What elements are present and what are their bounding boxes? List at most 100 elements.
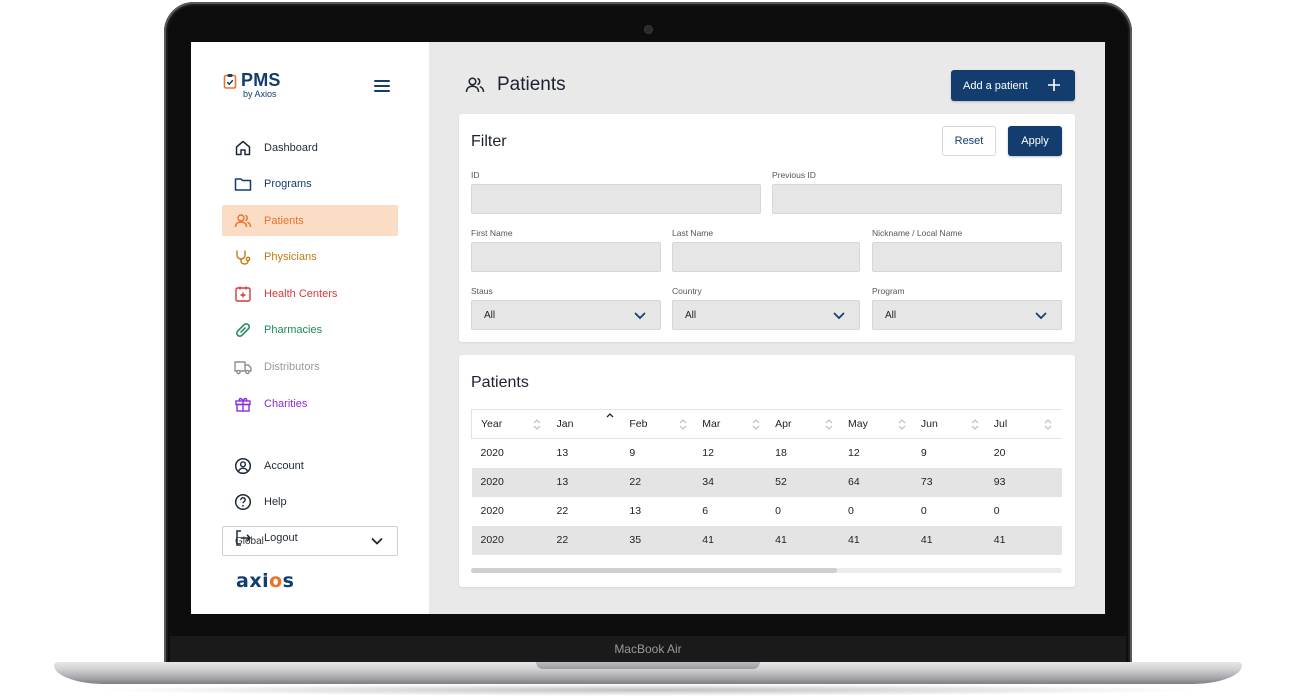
program-select[interactable]: All [872,300,1062,330]
table-cell: 2020 [480,447,504,460]
sidebar-item-programs[interactable]: Programs [222,169,398,200]
home-icon [234,139,252,157]
column-header-label: Mar [702,418,721,430]
logout-icon [234,529,252,547]
table-cell: 41 [702,534,714,546]
sort-icon[interactable] [679,418,687,431]
scrollbar-thumb[interactable] [471,568,837,573]
sidebar-item-account[interactable]: Account [222,450,398,481]
sidebar-item-label: Logout [264,532,298,544]
column-header-label: Feb [629,418,648,430]
table-cell: 2020 [480,505,504,517]
table-cell: 9 [629,447,636,460]
table-cell: 34 [702,476,714,488]
sidebar-item-label: Help [264,496,287,509]
global-select[interactable]: Global [222,526,398,556]
table-row[interactable]: 2020 22 13 6 0 0 0 0 0 [472,497,1063,526]
country-select[interactable]: All [672,300,860,330]
column-header-aug[interactable]: Aug [1058,410,1062,439]
table-cell: 64 [847,476,860,488]
table-row[interactable]: 2020 13 9 12 18 12 9 20 14 [472,439,1063,468]
column-header-year[interactable]: Year [472,410,548,439]
id-field[interactable] [471,184,761,214]
sidebar-item-label: Dashboard [264,141,318,154]
sort-icon[interactable] [898,418,906,431]
chevron-down-icon [371,537,383,545]
last-name-label: Last Name [672,228,714,238]
sidebar-nav: Dashboard Programs Patients Physicians [222,132,398,425]
table-scroll-area[interactable]: Year Jan Feb Mar Apr May Jun Jul Aug 2020 13 9 12 18… [471,409,1062,557]
filter-card: Filter Reset Apply ID Previous ID First … [459,114,1075,342]
column-header-may[interactable]: May [839,410,912,439]
table-cell: 22 [556,534,569,546]
sidebar-item-physicians[interactable]: Physicians [222,242,398,273]
table-cell: 2020 [480,476,504,488]
patients-table: Year Jan Feb Mar Apr May Jun Jul Aug 2020 13 9 12 18… [471,409,1062,555]
table-cell: 18 [775,447,787,460]
column-header-label: Year [481,418,503,430]
table-cell: 13 [556,447,569,460]
sidebar-item-help[interactable]: Help [222,487,398,518]
sidebar-item-distributors[interactable]: Distributors [222,352,398,383]
column-header-mar[interactable]: Mar [693,410,766,439]
previous-id-label: Previous ID [772,170,816,180]
previous-id-field[interactable] [772,184,1062,214]
brand-subtitle: by Axios [243,89,277,99]
sort-icon[interactable] [1044,418,1052,431]
sort-icon[interactable] [971,418,979,431]
sidebar-item-pharmacies[interactable]: Pharmacies [222,315,398,346]
horizontal-scrollbar[interactable] [471,568,1062,573]
sidebar-item-patients[interactable]: Patients [222,205,398,237]
nickname-field[interactable] [872,242,1062,272]
table-cell: 12 [702,447,714,460]
sort-icon[interactable] [533,418,541,431]
sidebar-item-logout[interactable]: Logout [222,523,398,553]
sidebar-item-health-centers[interactable]: Health Centers [222,278,398,309]
sidebar-item-label: Distributors [264,361,320,374]
sidebar-bottom-nav: Account Help [222,450,398,523]
table-row[interactable]: 2020 22 35 41 41 41 41 41 41 [471,525,1062,555]
sidebar-item-charities[interactable]: Charities [222,388,398,419]
add-patient-button[interactable]: Add a patient [951,70,1075,101]
table-cell: 20 [993,447,1006,460]
sort-ascending-icon[interactable] [606,412,614,425]
sort-icon[interactable] [752,418,760,431]
table-cell: 6 [702,505,709,517]
users-icon [234,212,252,230]
page-title: Patients [497,74,566,95]
table-cell: 13 [629,505,642,517]
table-header-row: Year Jan Feb Mar Apr May Jun Jul Aug [471,409,1062,439]
reset-button[interactable]: Reset [942,126,996,156]
column-header-jun[interactable]: Jun [912,410,985,439]
status-select[interactable]: All [471,300,661,330]
sidebar-item-dashboard[interactable]: Dashboard [222,132,398,163]
brand-logo[interactable]: PMS by Axios [223,70,281,99]
stethoscope-icon [234,248,252,266]
laptop-base [54,662,1242,684]
column-header-label: Jan [556,418,574,430]
column-header-jan[interactable]: Jan [547,410,620,439]
sort-icon[interactable] [825,418,833,431]
apply-button[interactable]: Apply [1008,126,1062,156]
table-row[interactable]: 2020 13 22 34 52 64 73 93 107 [471,467,1062,497]
bezel [170,636,1126,664]
sidebar-item-label: Pharmacies [264,324,323,337]
table-cell: 12 [847,447,860,460]
column-header-apr[interactable]: Apr [766,410,839,439]
truck-icon [234,358,252,376]
table-cell: 73 [920,476,933,488]
last-name-field[interactable] [672,242,860,272]
first-name-field[interactable] [471,242,661,272]
table-cell: 107 [1058,468,1062,497]
menu-icon[interactable] [374,80,390,92]
table-cell: 9 [920,447,927,460]
column-header-jul[interactable]: Jul [985,410,1058,439]
first-name-label: First Name [471,228,513,238]
status-label: Staus [471,286,493,296]
column-header-label: Jul [993,418,1008,430]
laptop-notch [536,662,760,669]
table-cell: 52 [775,476,787,488]
global-select-value: Global [235,536,264,547]
column-header-feb[interactable]: Feb [620,410,693,439]
table-cell: 41 [775,534,787,546]
